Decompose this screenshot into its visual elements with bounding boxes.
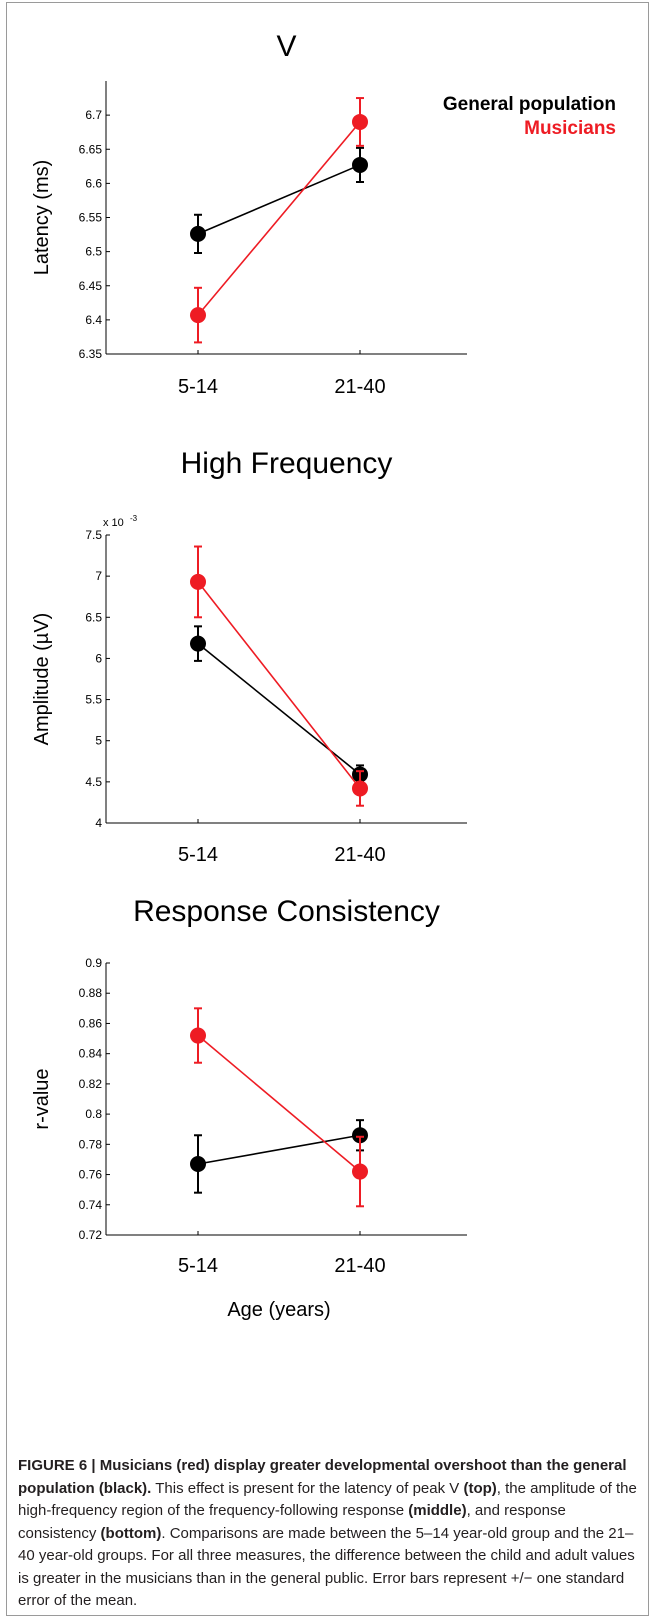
x-tick-label: 5-14 xyxy=(178,844,218,866)
series-general-population xyxy=(190,1119,368,1194)
y-tick-label: 0.82 xyxy=(79,1077,103,1091)
series-line xyxy=(197,642,361,776)
y-tick-label: 0.88 xyxy=(79,986,103,1000)
panel-title: High Frequency xyxy=(181,447,393,480)
y-tick-label: 0.74 xyxy=(79,1198,103,1212)
y-tick-label: 7.5 xyxy=(85,528,102,542)
data-point xyxy=(190,225,206,242)
series-line xyxy=(197,581,361,789)
caption-text-3: , and response consistency xyxy=(18,1502,566,1542)
y-tick-label: 6 xyxy=(95,651,102,665)
data-point xyxy=(352,156,368,173)
y-tick-label: 6.5 xyxy=(85,245,102,259)
x-tick-label: 21-40 xyxy=(334,1255,385,1277)
y-tick-label: 0.84 xyxy=(79,1047,103,1061)
y-tick-label: 4.5 xyxy=(85,775,102,789)
y-tick-label: 0.9 xyxy=(85,956,102,970)
data-point xyxy=(352,1163,368,1180)
caption-bold-middle: (middle) xyxy=(408,1502,467,1519)
series-musicians xyxy=(190,97,368,344)
caption-bold-top: (top) xyxy=(463,1479,497,1497)
series-general-population xyxy=(190,146,368,254)
y-tick-label: 4 xyxy=(95,816,102,830)
legend-musicians: Musicians xyxy=(524,118,616,139)
y-tick-label: 6.35 xyxy=(79,347,103,361)
data-point xyxy=(190,635,206,652)
x-tick-label: 21-40 xyxy=(334,376,385,398)
x-axis-label: Age (years) xyxy=(227,1299,330,1321)
data-point xyxy=(190,307,206,324)
data-point xyxy=(352,113,368,130)
series-line xyxy=(197,164,361,235)
y-tick-label: 6.7 xyxy=(85,108,102,122)
y-tick-label: 6.6 xyxy=(85,176,102,190)
y-tick-label: 5 xyxy=(95,734,102,748)
y-tick-label: 6.55 xyxy=(79,211,103,225)
y-axis-label: Amplitude (µV) xyxy=(31,613,53,746)
y-tick-label: 6.5 xyxy=(85,610,102,624)
caption-bold-bottom: (bottom) xyxy=(100,1524,162,1542)
figure-canvas: V6.356.46.456.56.556.66.656.75-14 21-40La… xyxy=(31,30,616,1321)
x-tick-label: 21-40 xyxy=(334,844,385,866)
data-point xyxy=(190,1027,206,1044)
legend-general-population: General population xyxy=(443,94,616,115)
y-tick-label: 7 xyxy=(95,569,102,583)
y-axis-label: Latency (ms) xyxy=(31,160,53,276)
series-musicians xyxy=(190,545,368,807)
caption-text-1: This effect is present for the latency o… xyxy=(151,1479,464,1497)
series-musicians xyxy=(190,1007,368,1208)
caption-text-4: . Comparisons are made between the 5–14 … xyxy=(18,1524,635,1610)
panel-title: V xyxy=(276,30,296,63)
data-point xyxy=(352,780,368,797)
y-tick-label: 0.8 xyxy=(85,1107,102,1121)
data-point xyxy=(190,573,206,590)
y-exponent-power: -3 xyxy=(130,514,138,523)
y-tick-label: 0.86 xyxy=(79,1016,103,1030)
y-exponent-label: x 10 xyxy=(103,517,124,529)
y-tick-label: 5.5 xyxy=(85,693,102,707)
figure-frame xyxy=(6,2,649,1616)
series-general-population xyxy=(190,625,368,785)
y-tick-label: 0.78 xyxy=(79,1137,103,1151)
caption-text-2: , the amplitude of the high-frequency re… xyxy=(18,1479,637,1520)
figure-caption: FIGURE 6 | Musicians (red) display great… xyxy=(18,1455,642,1613)
series-line xyxy=(197,121,361,316)
data-point xyxy=(352,1127,368,1144)
y-tick-label: 0.72 xyxy=(79,1228,103,1242)
panel-amplitude: High Frequency 4 4.5 5 5.5 6 6.5 7 7.5x 10 -3 5-14… xyxy=(31,447,467,866)
y-tick-label: 6.65 xyxy=(79,142,103,156)
y-tick-label: 0.76 xyxy=(79,1168,103,1182)
panel-latency: V 6.35 6.4 6.45 6.5 6.55 6.6 6.65 6.7 5-14 21-40 La… xyxy=(31,30,467,398)
x-tick-label: 5-14 xyxy=(178,1255,218,1277)
panel-consistency: Response Consistency 0.72 0.74 0.76 0.78 0.8 0… xyxy=(31,895,467,1321)
y-axis-label: r-value xyxy=(31,1068,53,1129)
caption-label: FIGURE 6 | Musicians (red) display great… xyxy=(18,1457,627,1497)
y-tick-label: 6.4 xyxy=(85,313,102,327)
data-point xyxy=(190,1155,206,1172)
y-tick-label: 6.45 xyxy=(79,279,103,293)
series-line xyxy=(197,1134,361,1165)
x-tick-label: 5-14 xyxy=(178,376,218,398)
series-line xyxy=(197,1034,361,1173)
panel-title: Response Consistency xyxy=(133,895,440,928)
